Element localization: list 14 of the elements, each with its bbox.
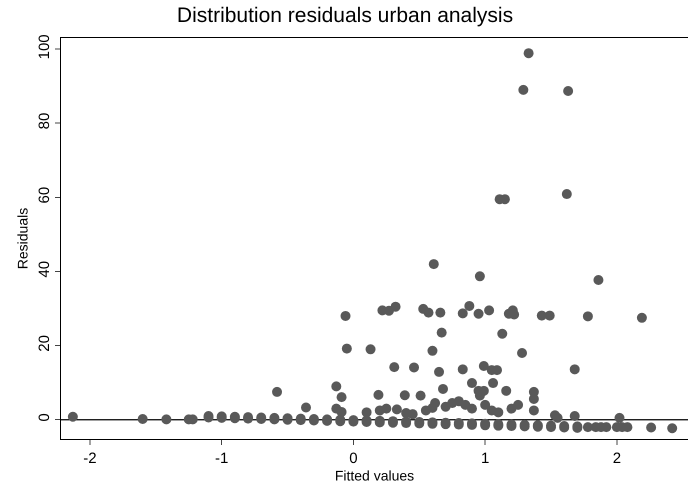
y-tick-label: 80 bbox=[36, 112, 53, 130]
y-axis-title: Residuals bbox=[14, 208, 31, 270]
y-tick-label: 20 bbox=[36, 335, 53, 352]
y-tick-label: 40 bbox=[36, 260, 53, 278]
y-tick-label: 100 bbox=[36, 34, 53, 60]
chart-title: Distribution residuals urban analysis bbox=[176, 4, 514, 28]
y-tick-label: 0 bbox=[36, 413, 53, 422]
x-tick-label: 0 bbox=[349, 450, 358, 467]
x-tick-label: -1 bbox=[215, 450, 228, 467]
x-axis-title: Fitted values bbox=[334, 467, 414, 484]
y-tick-label: 60 bbox=[36, 186, 53, 204]
x-tick-label: -2 bbox=[83, 450, 97, 467]
x-tick-label: 2 bbox=[612, 450, 622, 467]
x-tick-label: 1 bbox=[480, 450, 490, 467]
